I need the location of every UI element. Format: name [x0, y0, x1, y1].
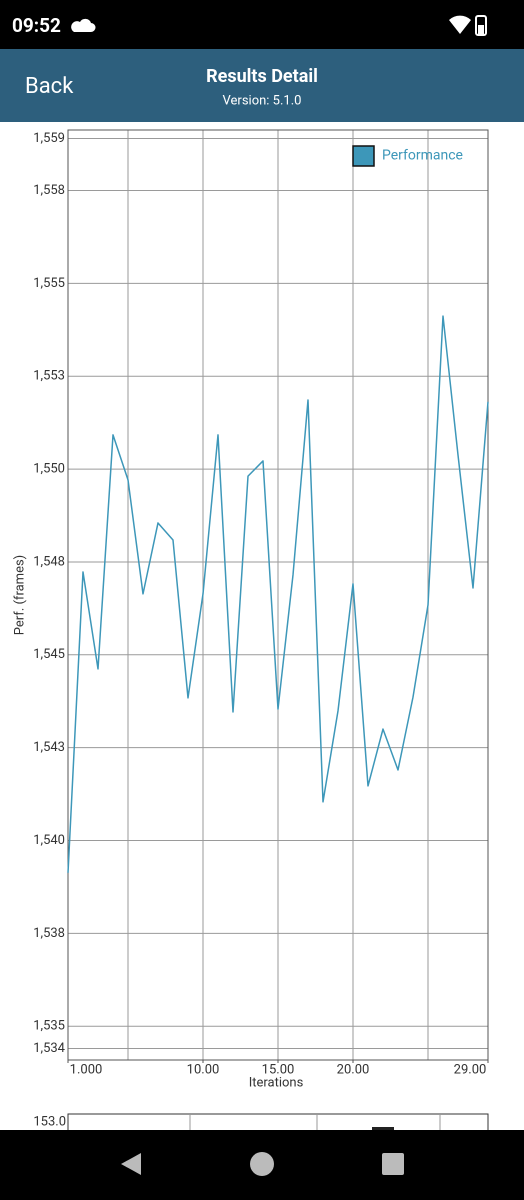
- data-line: [67, 315, 489, 873]
- y-tick-label: 1,534: [33, 1041, 65, 1056]
- x-tick-label: 29.00: [454, 1062, 487, 1077]
- y-tick-label: 1,550: [33, 462, 65, 477]
- y-tick-label: 1,545: [33, 647, 65, 662]
- wifi-icon: [449, 15, 471, 34]
- x-tick-label: 1.000: [70, 1062, 103, 1077]
- y-tick-label: 1,555: [33, 276, 65, 291]
- next-chart-tick-label: 153.0: [33, 1114, 66, 1129]
- x-tick-label: 15.00: [262, 1062, 295, 1077]
- x-tick-label: 10.00: [187, 1062, 220, 1077]
- app-bar: [0, 49, 524, 122]
- battery-level: [478, 25, 484, 34]
- nav-home[interactable]: [250, 1152, 274, 1176]
- y-axis-label: Perf. (frames): [12, 555, 27, 635]
- legend-swatch: [352, 145, 375, 167]
- y-tick-label: 1,538: [33, 926, 65, 941]
- chart: 1,559 1,558 1,555 1,553 1,550 1,548 1,545 1,543…: [12, 129, 489, 1090]
- y-tick-label: 1,548: [33, 554, 65, 569]
- next-chart-legend: [372, 1127, 394, 1130]
- back-button[interactable]: Back: [25, 74, 74, 99]
- nav-back[interactable]: [121, 1153, 141, 1175]
- clock: 09:52: [12, 14, 61, 37]
- page-subtitle: Version: 5.1.0: [223, 93, 302, 108]
- y-tick-label: 1,558: [33, 183, 65, 198]
- x-axis-label: Iterations: [249, 1075, 304, 1090]
- y-tick-label: 1,553: [33, 369, 65, 384]
- y-tick-label: 1,543: [33, 740, 65, 755]
- y-tick-label: 1,540: [33, 833, 65, 848]
- legend-label: Performance: [382, 148, 463, 164]
- nav-recents[interactable]: [382, 1153, 404, 1175]
- y-tick-label: 1,535: [33, 1019, 65, 1034]
- cloud-icon: [71, 18, 96, 32]
- x-tick-label: 20.00: [337, 1062, 370, 1077]
- y-tick-label: 1,559: [33, 131, 65, 146]
- battery-icon: [475, 15, 487, 36]
- page-title: Results Detail: [206, 66, 318, 87]
